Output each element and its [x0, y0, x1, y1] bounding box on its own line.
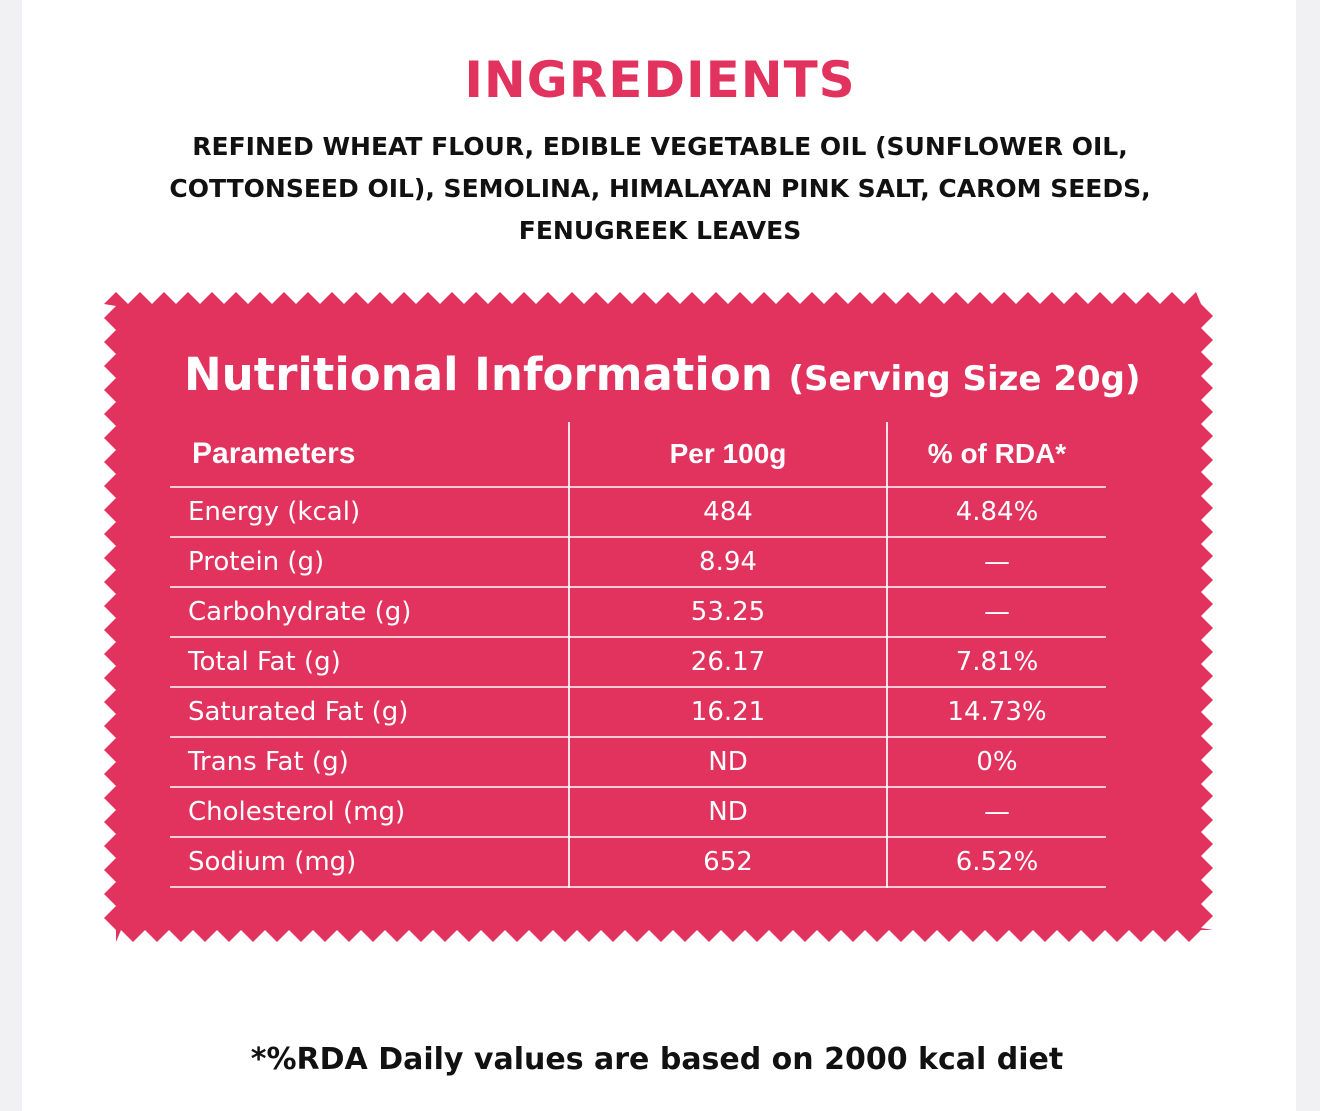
cell-rda: 0% [887, 737, 1106, 788]
cell-per-100g: 26.17 [569, 637, 888, 688]
cell-parameter: Energy (kcal) [170, 487, 570, 538]
cell-rda: — [887, 537, 1106, 588]
cell-rda: 4.84% [887, 487, 1106, 538]
cell-rda: 14.73% [887, 687, 1106, 738]
cell-rda: — [887, 787, 1106, 838]
table-row: Sodium (mg) 652 6.52% [170, 837, 1106, 888]
table-row: Carbohydrate (g) 53.25 — [170, 587, 1106, 638]
ingredients-title: INGREDIENTS [464, 51, 856, 109]
nutrition-title-main: Nutritional Information [184, 348, 773, 401]
cell-parameter: Carbohydrate (g) [170, 587, 570, 638]
cell-rda: 7.81% [887, 637, 1106, 688]
table-row: Protein (g) 8.94 — [170, 537, 1106, 588]
cell-per-100g: 53.25 [569, 587, 888, 638]
table-header-row: Parameters Per 100g % of RDA* [170, 422, 1106, 488]
cell-parameter: Saturated Fat (g) [170, 687, 570, 738]
ingredients-text: REFINED WHEAT FLOUR, EDIBLE VEGETABLE OI… [169, 132, 1151, 245]
nutrition-title: Nutritional Information (Serving Size 20… [184, 346, 1184, 408]
cell-parameter: Trans Fat (g) [170, 737, 570, 788]
cell-parameter: Sodium (mg) [170, 837, 570, 888]
cell-parameter: Protein (g) [170, 537, 570, 588]
header-per-100g: Per 100g [569, 422, 888, 488]
nutrition-table: Parameters Per 100g % of RDA* Energy (kc… [170, 422, 1106, 888]
cell-per-100g: 8.94 [569, 537, 888, 588]
serving-size: (Serving Size 20g) [788, 359, 1141, 399]
cell-rda: 6.52% [887, 837, 1106, 888]
cell-per-100g: ND [569, 737, 888, 788]
table-row: Trans Fat (g) ND 0% [170, 737, 1106, 788]
table-row: Energy (kcal) 484 4.84% [170, 487, 1106, 538]
table-row: Total Fat (g) 26.17 7.81% [170, 637, 1106, 688]
cell-per-100g: 652 [569, 837, 888, 888]
cell-rda: — [887, 587, 1106, 638]
cell-parameter: Total Fat (g) [170, 637, 570, 688]
cell-per-100g: 484 [569, 487, 888, 538]
header-rda: % of RDA* [887, 422, 1106, 488]
table-row: Cholesterol (mg) ND — [170, 787, 1106, 838]
rda-footnote: *%RDA Daily values are based on 2000 kca… [250, 1042, 1064, 1077]
cell-per-100g: ND [569, 787, 888, 838]
cell-per-100g: 16.21 [569, 687, 888, 738]
table-row: Saturated Fat (g) 16.21 14.73% [170, 687, 1106, 738]
cell-parameter: Cholesterol (mg) [170, 787, 570, 838]
header-parameters: Parameters [170, 422, 570, 488]
